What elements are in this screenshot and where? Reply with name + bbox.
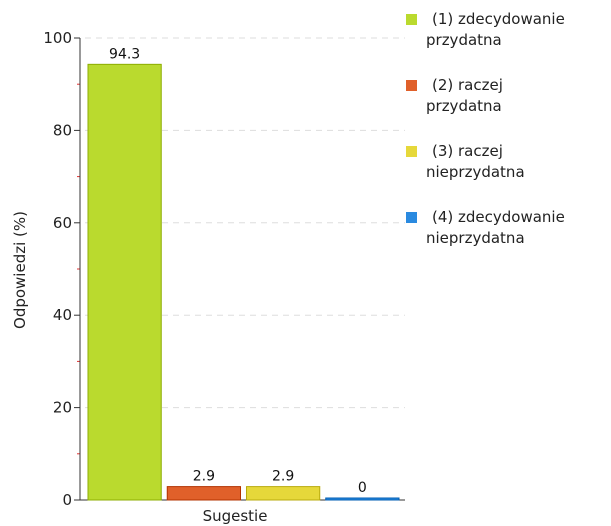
legend-swatch bbox=[406, 212, 417, 223]
y-tick-label: 0 bbox=[62, 491, 72, 509]
bar bbox=[87, 63, 162, 501]
legend-label: przydatna bbox=[426, 97, 502, 115]
legend-label: przydatna bbox=[426, 31, 502, 49]
legend-swatch bbox=[406, 14, 417, 25]
y-tick-label: 100 bbox=[43, 29, 72, 47]
bars bbox=[87, 63, 400, 501]
data-labels: 94.3 2.9 2.9 0 bbox=[109, 46, 367, 496]
legend-swatch bbox=[406, 80, 417, 91]
legend-label: (3) raczej bbox=[432, 142, 503, 160]
bar-value-label: 2.9 bbox=[272, 469, 294, 485]
bar-value-label: 2.9 bbox=[193, 469, 215, 485]
y-tick-label: 80 bbox=[53, 121, 72, 139]
legend-label: (1) zdecydowanie bbox=[432, 10, 565, 28]
legend-label: nieprzydatna bbox=[426, 229, 525, 247]
bar-value-label: 94.3 bbox=[109, 46, 140, 62]
axes: 0 20 40 60 80 100 bbox=[43, 29, 405, 509]
legend-label: nieprzydatna bbox=[426, 163, 525, 181]
y-tick-label: 40 bbox=[53, 306, 72, 324]
legend-label: (4) zdecydowanie bbox=[432, 208, 565, 226]
bar bbox=[325, 497, 400, 501]
grid bbox=[85, 37, 405, 409]
y-axis-title: Odpowiedzi (%) bbox=[11, 211, 29, 329]
legend-swatch bbox=[406, 146, 417, 157]
bar bbox=[166, 486, 241, 501]
x-axis-title: Sugestie bbox=[203, 507, 268, 525]
bar-value-label: 0 bbox=[358, 480, 367, 496]
bar bbox=[246, 486, 321, 501]
legend: (1) zdecydowanie przydatna (2) raczej przyd… bbox=[406, 10, 565, 247]
y-tick-label: 20 bbox=[53, 399, 72, 417]
legend-label: (2) raczej bbox=[432, 76, 503, 94]
y-tick-label: 60 bbox=[53, 214, 72, 232]
